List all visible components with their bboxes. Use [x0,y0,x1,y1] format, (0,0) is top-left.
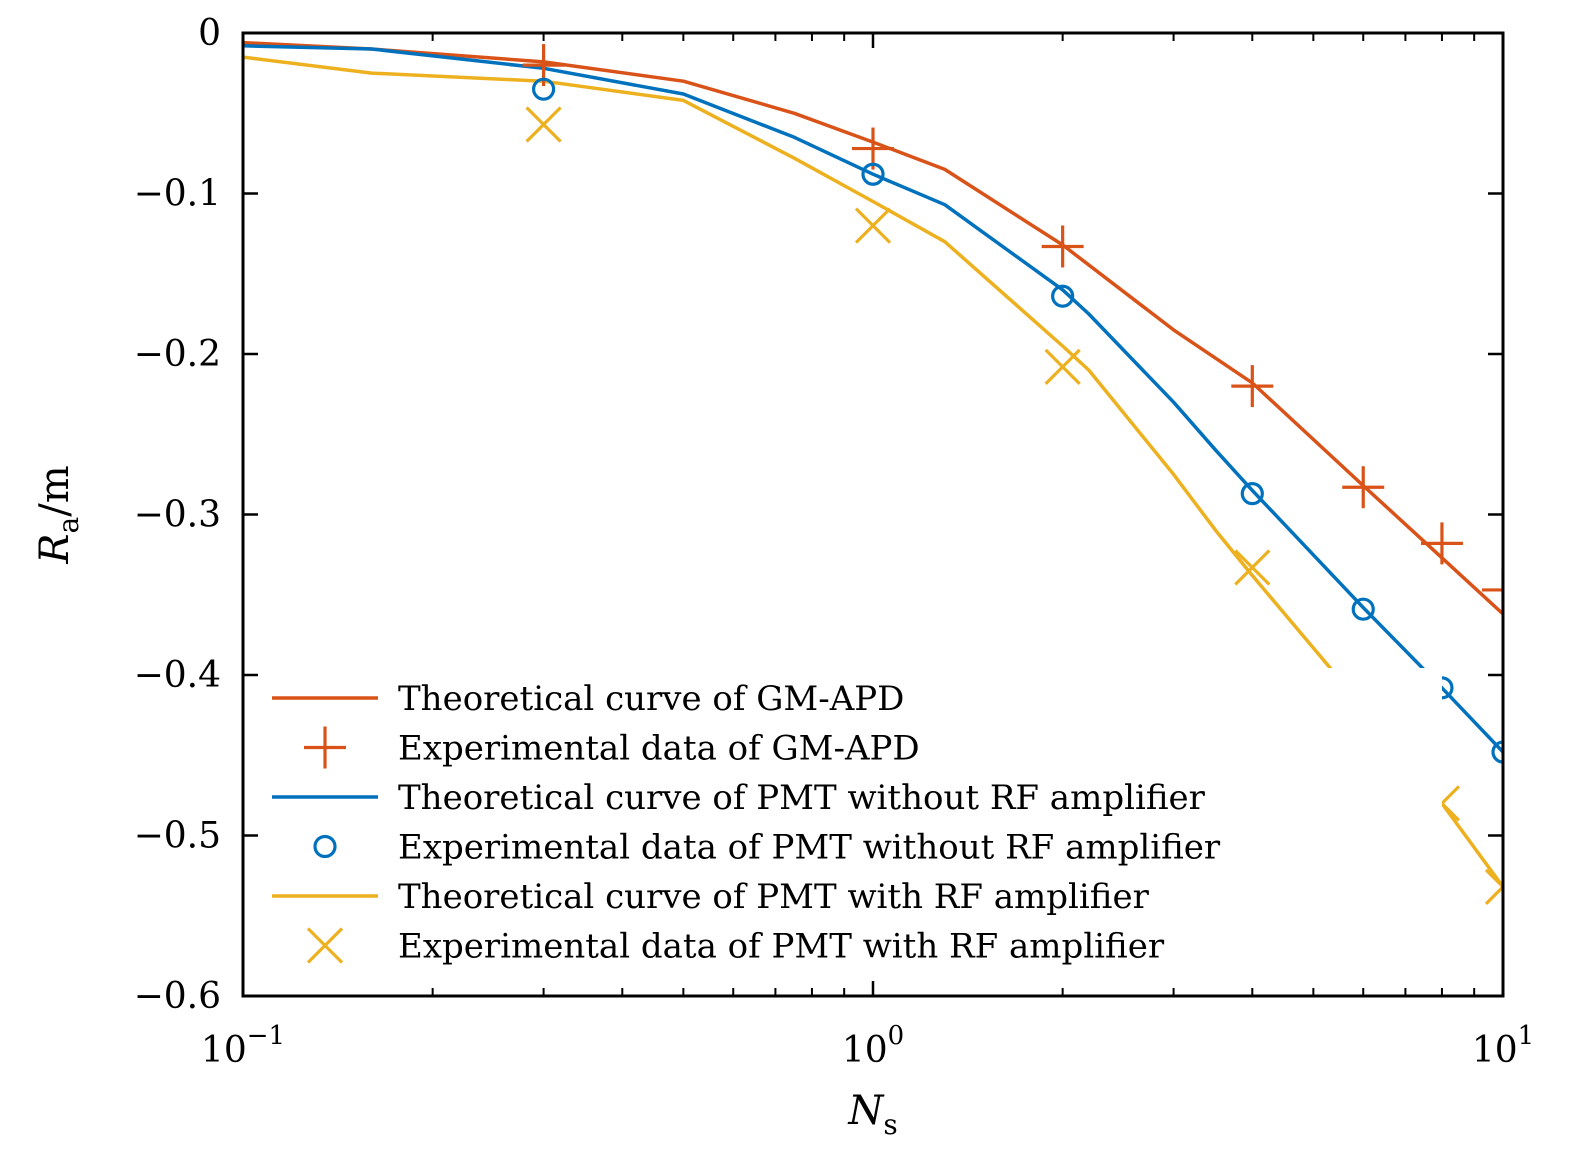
data-point-3-6 [1491,740,1503,764]
x-tick-label: 101 [1472,1021,1534,1071]
x-tick-label: 10−1 [201,1021,285,1071]
legend-item: Experimental data of GM-APD [304,726,920,769]
data-point-3-4 [1351,597,1375,621]
data-point-5-6 [1484,868,1503,905]
legend-marker-swatch [304,726,346,769]
y-axis-label: Ra/m [32,465,85,564]
data-point-1-5 [1420,522,1463,565]
y-tick-label: −0.4 [134,655,221,696]
x-tick-label: 100 [842,1021,904,1071]
legend-label: Theoretical curve of GM-APD [398,679,904,719]
legend-background [262,668,1442,978]
data-point-1-4 [1342,466,1385,509]
cross-marker-b [306,927,344,964]
cross-marker-a [1484,868,1503,890]
cross-marker-b [854,207,892,244]
circle-marker [1491,740,1503,764]
legend-label: Experimental data of PMT with RF amplifi… [398,927,1165,967]
circle-marker [1240,482,1264,506]
legend-item: Theoretical curve of PMT with RF amplifi… [272,877,1150,917]
cross-marker-b [1234,549,1271,586]
x-axis-label: Ns [847,1088,897,1141]
legend-label: Experimental data of PMT without RF ampl… [398,828,1221,868]
legend: Theoretical curve of GM-APD Experimental … [262,668,1442,978]
circle-marker [861,162,885,186]
data-point-3-3 [1240,482,1264,506]
data-point-1-1 [852,127,894,170]
data-point-5-3 [1234,549,1271,586]
cross-marker-b [1044,348,1081,385]
legend-item: Theoretical curve of GM-APD [272,679,904,719]
x-axis: 10−1 100 101 [201,33,1534,1071]
legend-label: Theoretical curve of PMT without RF ampl… [398,778,1206,818]
data-point-3-0 [531,77,556,101]
circle-marker [531,77,556,101]
cross-marker-b [1484,884,1503,905]
data-point-1-6 [1482,568,1503,611]
circle-marker [1051,284,1075,308]
cross-marker-b [525,106,562,143]
y-tick-label: −0.1 [134,174,221,215]
circle-marker [1351,597,1375,621]
data-point-5-1 [854,207,892,244]
y-tick-label: −0.5 [134,816,221,857]
data-point-1-2 [1041,225,1084,268]
y-tick-label: −0.6 [134,976,221,1017]
data-point-5-0 [525,106,562,143]
legend-item: Experimental data of PMT without RF ampl… [313,828,1221,868]
data-point-3-2 [1051,284,1075,308]
data-point-3-1 [861,162,885,186]
circle-marker [313,834,337,859]
series-line-4 [243,55,1503,888]
y-tick-label: −0.2 [134,334,221,375]
y-axis: 0 −0.1 −0.2 −0.3 −0.4 −0.5 −0.6 [134,13,1503,1017]
data-point-5-2 [1044,348,1081,385]
y-tick-label: −0.3 [134,495,221,536]
legend-item: Theoretical curve of PMT without RF ampl… [272,778,1206,818]
legend-label: Theoretical curve of PMT with RF amplifi… [398,877,1150,917]
series-line-2 [243,44,1503,754]
legend-marker-swatch [313,834,337,859]
legend-label: Experimental data of GM-APD [398,729,920,769]
y-tick-label: 0 [198,13,221,54]
legend-item: Experimental data of PMT with RF amplifi… [306,927,1165,967]
data-point-1-3 [1231,365,1274,408]
legend-marker-swatch [306,927,344,964]
